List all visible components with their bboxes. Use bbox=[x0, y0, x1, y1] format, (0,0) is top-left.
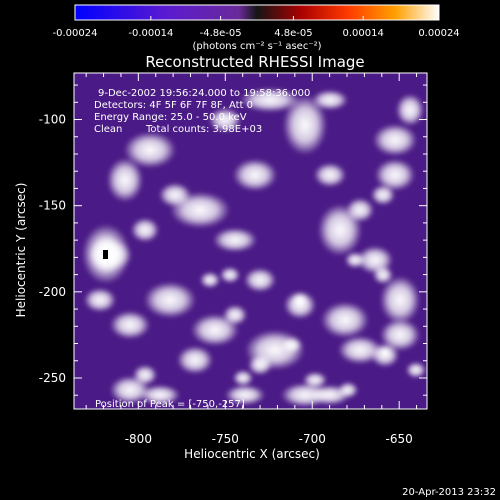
intensity-blob bbox=[240, 88, 300, 112]
intensity-blob bbox=[338, 382, 358, 398]
intensity-blob bbox=[346, 198, 374, 222]
y-axis-label: Heliocentric Y (arcsec) bbox=[14, 183, 28, 318]
intensity-blob bbox=[283, 95, 327, 155]
colorbar-tick-label: -0.00014 bbox=[128, 28, 173, 39]
x-tick-label: -650 bbox=[386, 432, 413, 446]
intensity-blob bbox=[133, 365, 157, 385]
intensity-blob bbox=[373, 124, 417, 156]
intensity-blob bbox=[159, 183, 191, 207]
x-tick-label: -700 bbox=[299, 432, 326, 446]
intensity-blob bbox=[373, 266, 393, 284]
intensity-blob bbox=[282, 337, 302, 353]
intensity-blob bbox=[380, 319, 420, 351]
intensity-blob bbox=[220, 267, 240, 283]
intensity-blob bbox=[314, 163, 346, 187]
intensity-blob bbox=[233, 159, 277, 191]
annotation-detectors: Detectors: 4F 5F 6F 7F 8F, Att 0 bbox=[94, 100, 253, 111]
colorbar-ticks bbox=[74, 16, 440, 20]
intensity-blob bbox=[225, 385, 265, 405]
intensity-blob bbox=[107, 158, 143, 202]
intensity-blob bbox=[244, 268, 276, 292]
annotation-energy-range: Energy Range: 25.0 - 50.0 keV bbox=[94, 112, 247, 123]
annotation-clean: Clean bbox=[94, 124, 122, 135]
axis-ticks bbox=[74, 73, 427, 409]
intensity-blob bbox=[379, 347, 391, 357]
intensity-blob bbox=[380, 276, 420, 324]
intensity-blob bbox=[248, 355, 272, 375]
intensity-blob bbox=[144, 282, 196, 318]
y-tick-labels: -100 -150 -200 -250 bbox=[39, 113, 66, 385]
intensity-blob bbox=[338, 336, 382, 364]
plot-frame bbox=[73, 72, 428, 410]
intensity-blob bbox=[200, 272, 220, 288]
intensity-blob bbox=[396, 94, 424, 126]
peak-marker bbox=[103, 250, 108, 259]
intensity-blob bbox=[312, 90, 348, 110]
x-tick-label: -800 bbox=[125, 432, 152, 446]
footer-timestamp: 20-Apr-2013 23:32 bbox=[402, 487, 496, 498]
annotation-block: 9-Dec-2002 19:56:24.000 to 19:58:36.000 … bbox=[94, 88, 310, 410]
y-tick-label: -200 bbox=[39, 285, 66, 299]
intensity-blob bbox=[177, 346, 213, 374]
colorbar-gradient bbox=[74, 4, 440, 21]
colorbar-tick-label: -0.00024 bbox=[53, 28, 98, 39]
intensity-blob bbox=[140, 385, 180, 405]
intensity-blob bbox=[223, 305, 247, 325]
colorbar-unit-label: (photons cm⁻² s⁻¹ asec⁻²) bbox=[192, 41, 321, 52]
x-axis-label: Heliocentric X (arcsec) bbox=[184, 447, 320, 461]
intensity-blob bbox=[84, 288, 116, 312]
colorbar-tick-label: 0.00014 bbox=[342, 28, 383, 39]
y-tick-label: -100 bbox=[39, 113, 66, 127]
colorbar: -0.00024 -0.00014 -4.8e-05 4.8e-05 0.00014 0.… bbox=[53, 4, 460, 52]
colorbar-tick-label: 0.00024 bbox=[418, 28, 459, 39]
intensity-blob bbox=[303, 372, 327, 388]
image-map bbox=[74, 73, 427, 409]
intensity-blob bbox=[131, 218, 159, 242]
colorbar-tick-label: -4.8e-05 bbox=[200, 28, 242, 39]
plot-title: Reconstructed RHESSI Image bbox=[145, 53, 364, 71]
intensity-blob bbox=[209, 108, 241, 132]
intensity-blob bbox=[233, 370, 253, 386]
intensity-blob bbox=[110, 311, 150, 339]
annotation-total-counts: Total counts: 3.98E+03 bbox=[145, 124, 262, 135]
intensity-blob bbox=[124, 132, 176, 168]
intensity-blob bbox=[321, 302, 369, 338]
annotation-peak-position: Position of Peak = [-750,-257] bbox=[95, 399, 245, 410]
intensity-blob bbox=[345, 252, 365, 268]
x-tick-labels: -800 -750 -700 -650 bbox=[125, 432, 413, 446]
colorbar-tick-labels: -0.00024 -0.00014 -4.8e-05 4.8e-05 0.00014 0.… bbox=[53, 28, 460, 39]
colorbar-tick-label: 4.8e-05 bbox=[274, 28, 312, 39]
intensity-blob bbox=[406, 362, 426, 378]
y-tick-label: -250 bbox=[39, 371, 66, 385]
intensity-blob bbox=[375, 159, 415, 191]
y-tick-label: -150 bbox=[39, 199, 66, 213]
annotation-time-range: 9-Dec-2002 19:56:24.000 to 19:58:36.000 bbox=[98, 88, 310, 99]
intensity-blob bbox=[213, 228, 257, 252]
intensity-blob bbox=[371, 185, 395, 205]
intensity-blob bbox=[292, 293, 308, 307]
x-tick-label: -750 bbox=[212, 432, 239, 446]
